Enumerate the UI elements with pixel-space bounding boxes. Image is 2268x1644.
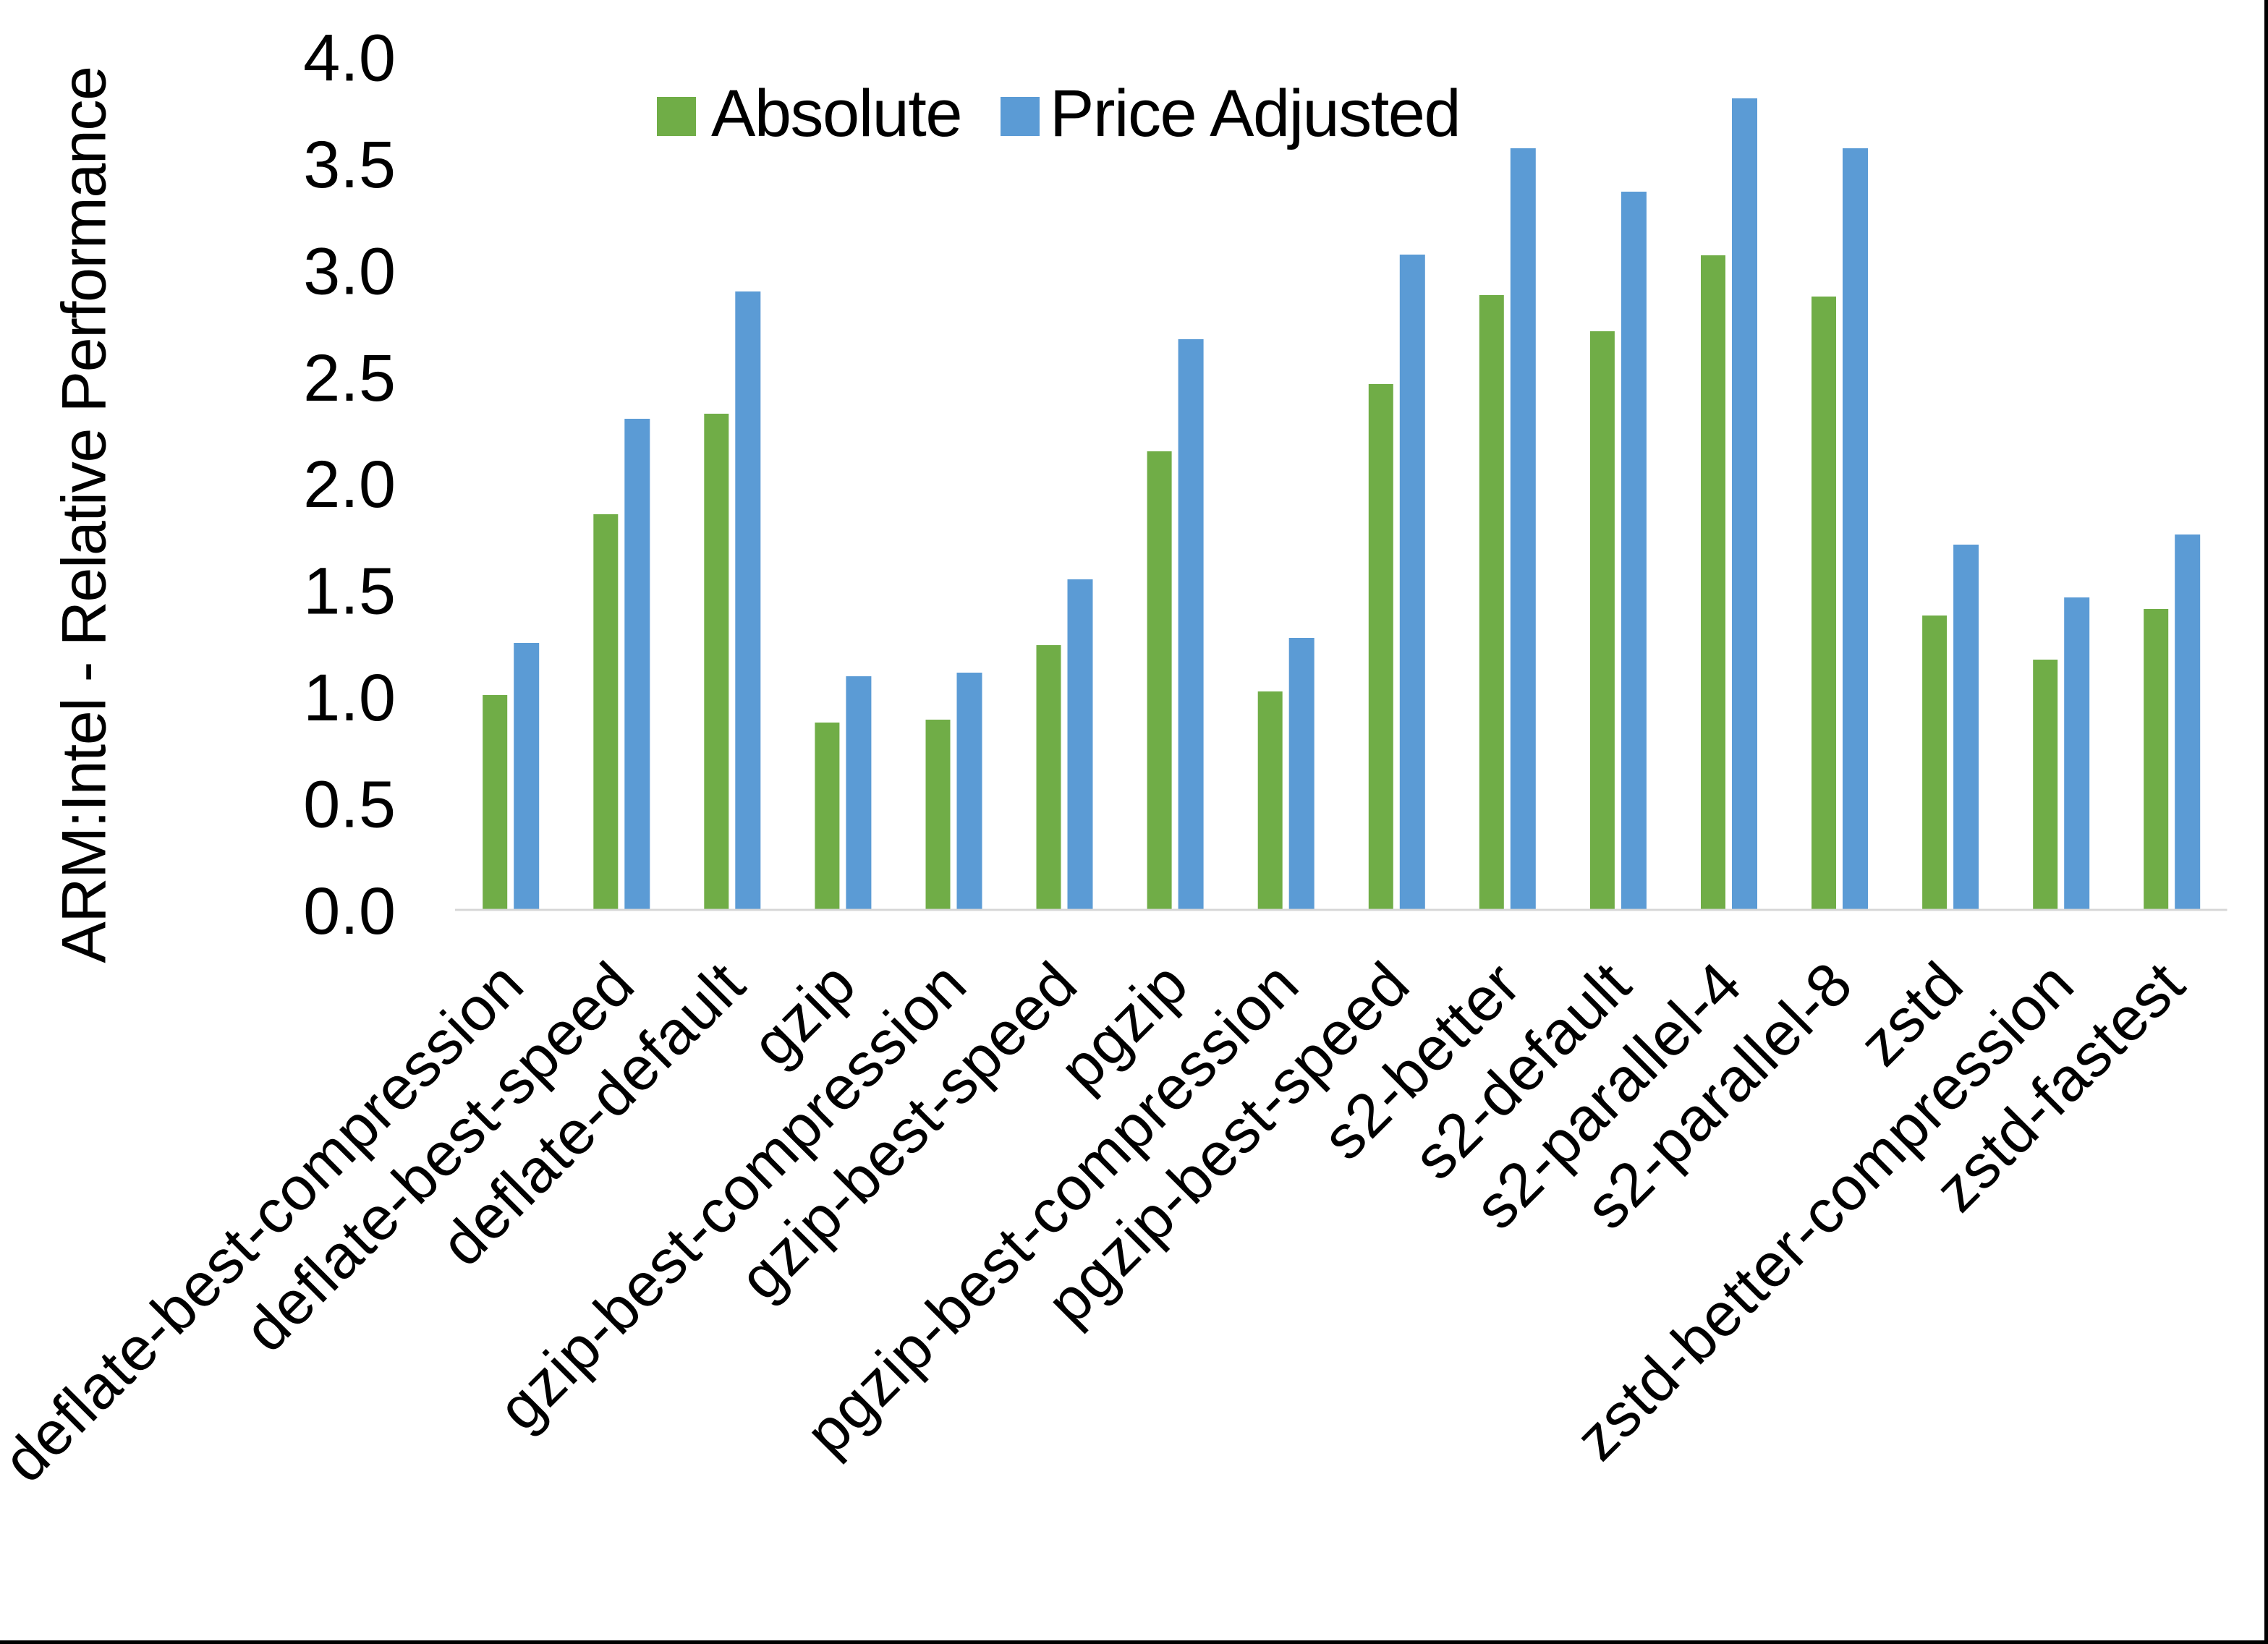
- svg-text:1.5: 1.5: [303, 555, 396, 629]
- svg-text:0.5: 0.5: [303, 768, 396, 842]
- svg-text:Absolute: Absolute: [711, 77, 961, 150]
- svg-text:1.0: 1.0: [303, 661, 396, 735]
- svg-text:Price Adjusted: Price Adjusted: [1050, 77, 1460, 150]
- svg-text:3.0: 3.0: [303, 234, 396, 308]
- svg-text:ARM:Intel - Relative Performan: ARM:Intel - Relative Performance: [50, 67, 119, 963]
- svg-text:3.5: 3.5: [303, 128, 396, 202]
- svg-text:2.5: 2.5: [303, 341, 396, 415]
- svg-text:0.0: 0.0: [303, 874, 396, 948]
- svg-text:4.0: 4.0: [303, 22, 396, 95]
- svg-text:2.0: 2.0: [303, 448, 396, 521]
